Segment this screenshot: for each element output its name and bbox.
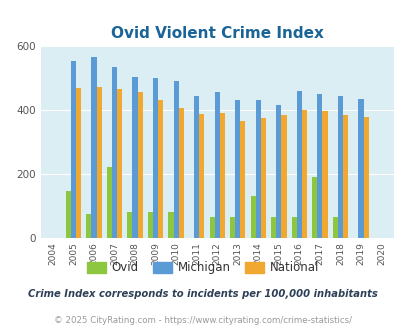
Bar <box>137 92 143 238</box>
Bar <box>342 115 347 238</box>
Bar <box>147 212 153 238</box>
Text: Crime Index corresponds to incidents per 100,000 inhabitants: Crime Index corresponds to incidents per… <box>28 289 377 299</box>
Bar <box>194 96 199 238</box>
Bar <box>127 212 132 238</box>
Bar <box>234 100 240 238</box>
Bar <box>214 92 219 238</box>
Bar <box>250 196 255 238</box>
Bar <box>173 81 178 238</box>
Bar <box>168 212 173 238</box>
Bar <box>209 217 214 238</box>
Bar <box>86 214 91 238</box>
Bar <box>71 60 76 238</box>
Bar <box>281 115 286 238</box>
Bar <box>255 100 260 238</box>
Bar <box>301 110 306 238</box>
Text: © 2025 CityRating.com - https://www.cityrating.com/crime-statistics/: © 2025 CityRating.com - https://www.city… <box>54 316 351 325</box>
Legend: Ovid, Michigan, National: Ovid, Michigan, National <box>82 257 323 279</box>
Bar <box>275 105 281 238</box>
Bar <box>76 88 81 238</box>
Bar <box>158 100 163 238</box>
Bar <box>112 67 117 238</box>
Bar <box>296 91 301 238</box>
Bar <box>337 96 342 238</box>
Bar <box>91 57 96 238</box>
Bar <box>362 117 368 238</box>
Title: Ovid Violent Crime Index: Ovid Violent Crime Index <box>111 26 323 41</box>
Bar <box>317 94 322 238</box>
Bar <box>107 167 112 238</box>
Bar <box>132 78 137 238</box>
Bar <box>230 217 234 238</box>
Bar <box>291 217 296 238</box>
Bar <box>178 108 183 238</box>
Bar <box>199 114 204 238</box>
Bar <box>96 87 101 238</box>
Bar <box>322 111 327 238</box>
Bar <box>311 177 317 238</box>
Bar <box>332 217 337 238</box>
Bar <box>66 191 71 238</box>
Bar <box>358 99 362 238</box>
Bar <box>271 217 275 238</box>
Bar <box>153 78 158 238</box>
Bar <box>240 120 245 238</box>
Bar <box>117 89 122 238</box>
Bar <box>219 113 224 238</box>
Bar <box>260 118 265 238</box>
